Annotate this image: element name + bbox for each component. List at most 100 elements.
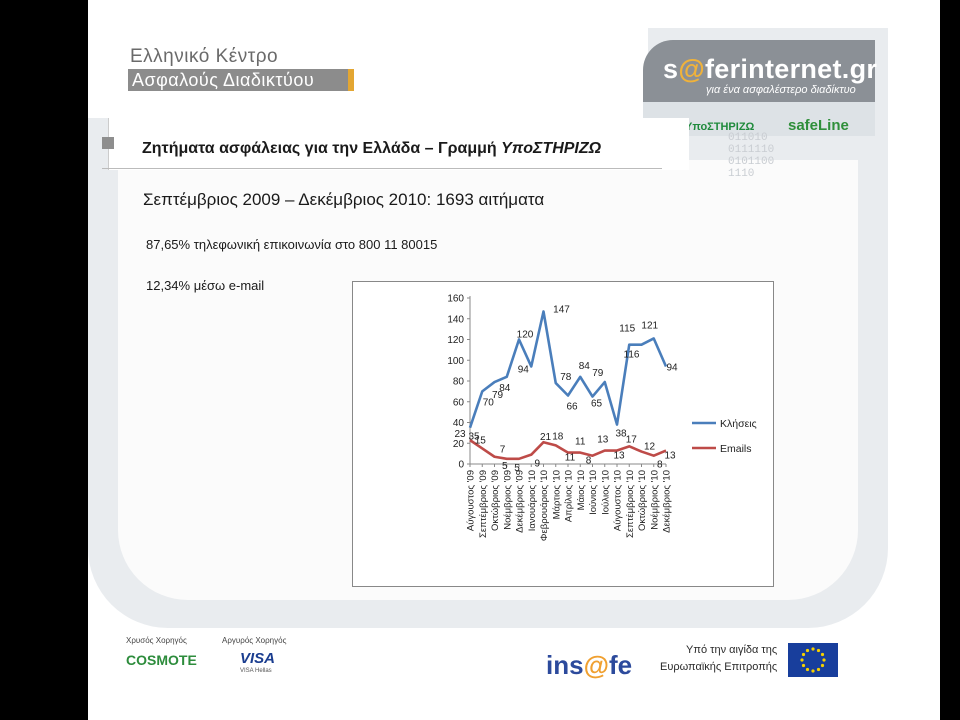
logo-tagline: για ένα ασφαλέστερο διαδίκτυο xyxy=(706,84,856,96)
data-label: 35 xyxy=(468,432,480,443)
x-tick-label: Μάιος '10 xyxy=(576,470,587,510)
chart-data-labels: 3570798412094147786684657938115116121942… xyxy=(454,304,678,473)
eu-caption-line2: Ευρωπαϊκής Επιτροπής xyxy=(660,661,778,673)
visa-sub-label: VISA Hellas xyxy=(240,668,272,674)
x-tick-label: Φεβρουάριος '10 xyxy=(539,470,550,541)
x-tick-label: Οκτώβριος '10 xyxy=(637,470,648,531)
data-label: 13 xyxy=(664,451,676,462)
saferinternet-logo: s@ferinternet.gr xyxy=(663,54,877,85)
org-name-line1: Ελληνικό Κέντρο xyxy=(130,46,279,67)
y-tick-label: 100 xyxy=(447,356,464,367)
title-prefix: Ζητήματα ασφάλειας για την Ελλάδα – Γραμ… xyxy=(142,140,502,157)
data-label: 79 xyxy=(592,368,604,379)
saferinternet-logo-box xyxy=(643,40,875,102)
chart-frame xyxy=(352,281,774,587)
x-tick-label: Σεπτέμβριος '09 xyxy=(478,470,489,538)
chart-series xyxy=(468,310,668,461)
y-tick-label: 0 xyxy=(458,460,464,471)
y-tick-label: 120 xyxy=(447,335,464,346)
x-tick-label: Νοέμβριος '10 xyxy=(649,470,660,530)
data-label: 13 xyxy=(613,451,625,462)
x-tick-label: Ιούλιος '10 xyxy=(600,470,611,515)
x-tick-label: Σεπτέμβριος '10 xyxy=(625,470,636,538)
data-label: 94 xyxy=(518,364,530,375)
insafe-at: @ xyxy=(583,650,609,680)
gold-sponsor-label: Χρυσός Χορηγός xyxy=(126,636,187,645)
legend-label: Κλήσεις xyxy=(720,418,757,430)
legend-label: Emails xyxy=(720,443,752,455)
y-tick-label: 160 xyxy=(447,294,464,305)
data-label: 11 xyxy=(575,437,586,448)
x-tick-label: Ιούνιος '10 xyxy=(588,470,599,515)
chart-legend: Κλήσεις Emails xyxy=(692,418,757,455)
eu-caption: Υπό την αιγίδα της Ευρωπαϊκής Επιτροπής xyxy=(660,642,777,676)
binary-row: 1110 xyxy=(728,168,755,180)
phone-stat: 87,65% τηλεφωνική επικοινωνία στο 800 11… xyxy=(146,237,438,252)
data-label: 84 xyxy=(579,361,591,372)
data-label: 66 xyxy=(566,402,578,413)
summary-heading: Σεπτέμβριος 2009 – Δεκέμβριος 2010: 1693… xyxy=(143,190,545,209)
y-tick-label: 20 xyxy=(453,439,465,450)
data-label: 18 xyxy=(552,431,564,442)
binary-row: 0101100 xyxy=(728,156,775,168)
silver-sponsor-label: Αργυρός Χορηγός xyxy=(222,636,287,645)
x-tick-label: Αύγουστος '10 xyxy=(613,470,624,531)
data-label: 65 xyxy=(591,399,603,410)
data-label: 9 xyxy=(534,459,540,470)
logo-prefix: s xyxy=(663,54,679,84)
data-label: 121 xyxy=(641,320,658,331)
binary-row: 011010 xyxy=(728,132,768,144)
series-line-2 xyxy=(469,439,667,461)
data-label: 78 xyxy=(560,372,572,383)
x-tick-label: Ιανουάριος '10 xyxy=(527,470,538,531)
data-label: 84 xyxy=(499,383,511,394)
data-label: 8 xyxy=(657,460,663,471)
data-label: 7 xyxy=(500,445,506,456)
x-tick-label: Μάρτιος '10 xyxy=(551,470,562,519)
data-label: 12 xyxy=(644,442,656,453)
org-accent-bar xyxy=(348,69,354,91)
data-label: 21 xyxy=(540,432,552,443)
x-tick-label: Αύγουστος '09 xyxy=(466,470,477,531)
y-tick-label: 140 xyxy=(447,314,464,325)
binary-decoration: 011010 0111110 0101100 1110 xyxy=(728,132,774,180)
x-tick-label: Οκτώβριος '09 xyxy=(490,470,501,531)
data-label: 94 xyxy=(666,362,678,373)
email-stat: 12,34% μέσω e-mail xyxy=(146,278,265,293)
x-tick-label: Δεκέμβριος '10 xyxy=(662,470,673,533)
title-marker xyxy=(102,137,114,149)
binary-row: 0111110 xyxy=(728,144,775,156)
y-tick-label: 80 xyxy=(453,377,465,388)
cosmote-logo: COSMOTE xyxy=(126,652,197,668)
x-tick-label: Απρίλιος '10 xyxy=(564,470,575,522)
data-label: 5 xyxy=(502,461,508,472)
x-tick-label: Νοέμβριος '09 xyxy=(502,470,513,530)
data-label: 116 xyxy=(624,350,640,361)
data-label: 11 xyxy=(565,453,576,464)
series-line-1 xyxy=(468,310,668,429)
data-label: 17 xyxy=(626,434,638,445)
data-label: 147 xyxy=(553,304,570,315)
title-band xyxy=(108,118,689,170)
logo-at: @ xyxy=(678,54,705,84)
title-highlight: ΥποΣΤΗΡΙΖΩ xyxy=(501,140,602,157)
eu-flag-icon xyxy=(788,643,838,677)
data-label: 120 xyxy=(517,330,534,341)
y-tick-label: 60 xyxy=(453,397,465,408)
ypostirizo-logo: ΥποΣΤΗΡΙΖΩ xyxy=(685,121,755,133)
safeline-logo: safeLine xyxy=(788,117,849,134)
data-label: 8 xyxy=(586,456,592,467)
insafe-logo: ins@fe xyxy=(546,650,632,681)
data-label: 5 xyxy=(514,463,520,474)
x-tick-label: Δεκέμβριος '09 xyxy=(515,470,526,533)
insafe-part: ins xyxy=(546,650,584,680)
slide: Ελληνικό Κέντρο Ασφαλούς Διαδικτύου s@fe… xyxy=(88,0,940,720)
slide-title: Ζητήματα ασφάλειας για την Ελλάδα – Γραμ… xyxy=(142,140,601,158)
data-label: 38 xyxy=(615,429,627,440)
y-tick-label: 40 xyxy=(453,418,465,429)
logo-rest: ferinternet.gr xyxy=(704,54,878,84)
eu-stars-icon xyxy=(800,647,826,673)
visa-logo: VISA xyxy=(240,650,276,667)
